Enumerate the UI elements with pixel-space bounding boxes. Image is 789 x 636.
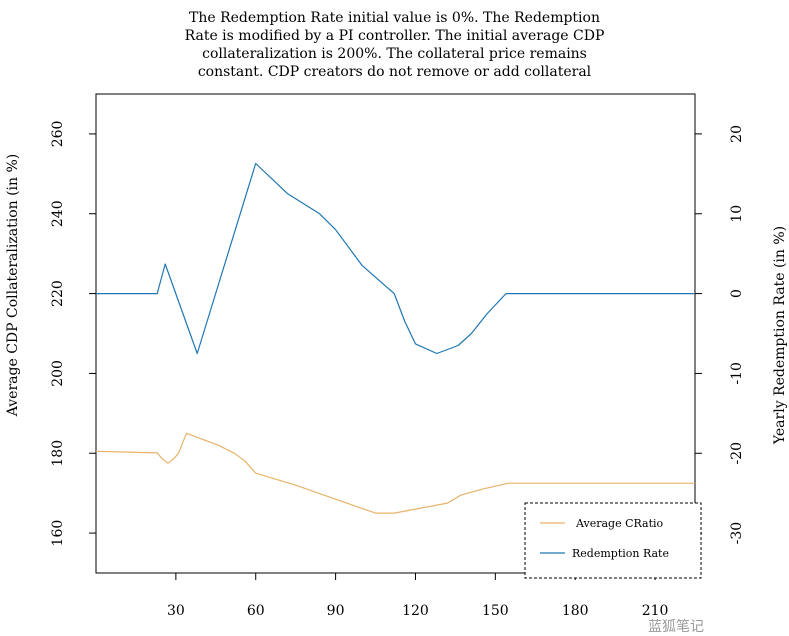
y-left-tick-label: 260 <box>50 121 66 148</box>
legend-box <box>524 502 702 579</box>
y-left-tick-label: 200 <box>50 360 66 387</box>
chart-title-line-3: collateralization is 200%. The collatera… <box>202 46 587 62</box>
x-tick-label: 180 <box>562 603 589 619</box>
y-axis-right-label: Yearly Redemption Rate (in %) <box>772 226 788 445</box>
x-tick-label: 210 <box>642 603 669 619</box>
watermark: 蓝狐笔记 <box>648 619 704 635</box>
x-tick-label: 120 <box>402 603 429 619</box>
y-right-tick-label: -20 <box>729 442 745 465</box>
y-right-tick-label: -30 <box>729 522 745 545</box>
y-right-tick-label: 10 <box>729 205 745 223</box>
plot-frame <box>95 93 696 574</box>
x-tick-label: 60 <box>247 603 265 619</box>
x-tick-label: 30 <box>167 603 185 619</box>
y-right-tick-label: 20 <box>729 125 745 143</box>
y-right-tick-label: 0 <box>729 289 745 298</box>
legend-label-redemption-rate: Redemption Rate <box>572 547 669 560</box>
series-line-redemption-rate <box>96 162 695 355</box>
y-right-tick-label: -10 <box>729 362 745 385</box>
chart-title-line-2: Rate is modified by a PI controller. The… <box>184 28 605 44</box>
x-tick-label: 150 <box>482 603 509 619</box>
series-line-average-cratio <box>95 432 695 514</box>
y-left-tick-label: 220 <box>50 280 66 307</box>
y-left-tick-label: 240 <box>50 200 66 227</box>
chart-title-line-4: constant. CDP creators do not remove or … <box>197 64 592 80</box>
y-axis-left-label: Average CDP Collateralization (in %) <box>5 154 21 418</box>
legend-label-average-cratio: Average CRatio <box>575 517 664 530</box>
x-tick-label: 90 <box>327 603 345 619</box>
y-left-tick-label: 180 <box>50 440 66 467</box>
y-left-tick-label: 160 <box>50 520 66 547</box>
chart-title-line-1: The Redemption Rate initial value is 0%.… <box>189 10 600 26</box>
